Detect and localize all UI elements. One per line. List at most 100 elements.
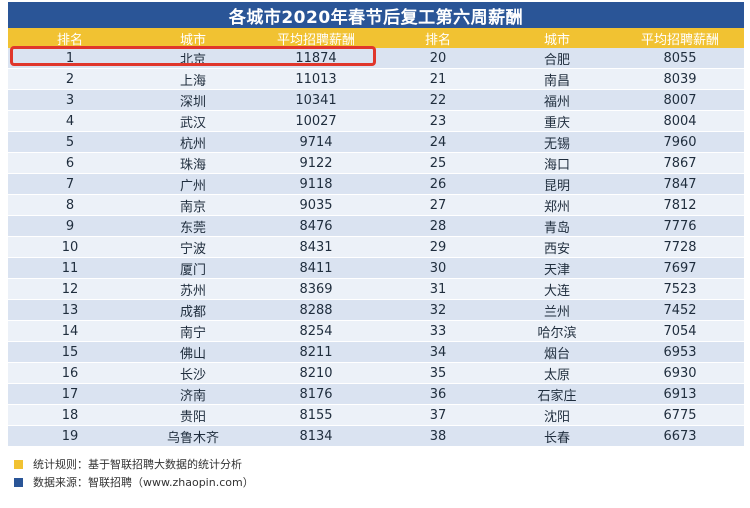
table-row: 8 南京 9035 27 郑州 7812 bbox=[8, 194, 744, 216]
cell-salary-2: 7812 bbox=[616, 194, 744, 216]
cell-rank: 10 bbox=[8, 236, 132, 258]
cell-salary: 11874 bbox=[254, 48, 378, 69]
cell-salary: 8176 bbox=[254, 383, 378, 405]
header-row: 排名 城市 平均招聘薪酬 排名 城市 平均招聘薪酬 bbox=[8, 28, 744, 48]
legend-swatch-blue bbox=[14, 477, 23, 487]
cell-rank: 19 bbox=[8, 425, 132, 447]
cell-rank: 1 bbox=[8, 48, 132, 69]
cell-city-2: 西安 bbox=[498, 236, 616, 258]
cell-rank-2: 27 bbox=[378, 194, 498, 216]
cell-city: 乌鲁木齐 bbox=[132, 425, 254, 447]
cell-rank: 2 bbox=[8, 68, 132, 90]
cell-rank: 15 bbox=[8, 341, 132, 363]
cell-rank-2: 20 bbox=[378, 48, 498, 69]
cell-salary: 8155 bbox=[254, 404, 378, 426]
cell-city-2: 长春 bbox=[498, 425, 616, 447]
cell-rank-2: 26 bbox=[378, 173, 498, 195]
table-row: 14 南宁 8254 33 哈尔滨 7054 bbox=[8, 320, 744, 342]
cell-city-2: 天津 bbox=[498, 257, 616, 279]
cell-salary-2: 6775 bbox=[616, 404, 744, 426]
table-row: 15 佛山 8211 34 烟台 6953 bbox=[8, 341, 744, 363]
cell-salary: 10027 bbox=[254, 110, 378, 132]
table-row: 6 珠海 9122 25 海口 7867 bbox=[8, 152, 744, 174]
table-row: 7 广州 9118 26 昆明 7847 bbox=[8, 173, 744, 195]
cell-salary-2: 7452 bbox=[616, 299, 744, 321]
table-row: 13 成都 8288 32 兰州 7452 bbox=[8, 299, 744, 321]
cell-salary: 8210 bbox=[254, 362, 378, 384]
cell-city: 成都 bbox=[132, 299, 254, 321]
cell-salary: 8369 bbox=[254, 278, 378, 300]
cell-city-2: 哈尔滨 bbox=[498, 320, 616, 342]
cell-city-2: 福州 bbox=[498, 89, 616, 111]
cell-rank-2: 23 bbox=[378, 110, 498, 132]
header-salary-2: 平均招聘薪酬 bbox=[616, 28, 744, 48]
cell-city-2: 沈阳 bbox=[498, 404, 616, 426]
table-row: 10 宁波 8431 29 西安 7728 bbox=[8, 236, 744, 258]
cell-city-2: 烟台 bbox=[498, 341, 616, 363]
cell-salary: 8288 bbox=[254, 299, 378, 321]
cell-city-2: 无锡 bbox=[498, 131, 616, 153]
cell-rank-2: 24 bbox=[378, 131, 498, 153]
cell-salary-2: 7728 bbox=[616, 236, 744, 258]
cell-city: 东莞 bbox=[132, 215, 254, 237]
cell-rank: 17 bbox=[8, 383, 132, 405]
table-row: 18 贵阳 8155 37 沈阳 6775 bbox=[8, 404, 744, 426]
cell-city-2: 石家庄 bbox=[498, 383, 616, 405]
cell-city-2: 重庆 bbox=[498, 110, 616, 132]
legend-text-rule: 统计规则：基于智联招聘大数据的统计分析 bbox=[33, 458, 242, 471]
cell-salary: 8431 bbox=[254, 236, 378, 258]
cell-salary-2: 8004 bbox=[616, 110, 744, 132]
cell-city: 北京 bbox=[132, 48, 254, 69]
cell-rank-2: 22 bbox=[378, 89, 498, 111]
table-row: 16 长沙 8210 35 太原 6930 bbox=[8, 362, 744, 384]
cell-rank: 13 bbox=[8, 299, 132, 321]
cell-salary: 8254 bbox=[254, 320, 378, 342]
header-salary: 平均招聘薪酬 bbox=[254, 28, 378, 48]
cell-city: 珠海 bbox=[132, 152, 254, 174]
cell-rank-2: 30 bbox=[378, 257, 498, 279]
cell-salary: 8211 bbox=[254, 341, 378, 363]
table-row: 12 苏州 8369 31 大连 7523 bbox=[8, 278, 744, 300]
cell-salary: 11013 bbox=[254, 68, 378, 90]
cell-city: 深圳 bbox=[132, 89, 254, 111]
table-row: 3 深圳 10341 22 福州 8007 bbox=[8, 89, 744, 111]
header-rank: 排名 bbox=[8, 28, 132, 48]
cell-rank: 6 bbox=[8, 152, 132, 174]
cell-rank-2: 36 bbox=[378, 383, 498, 405]
cell-city: 广州 bbox=[132, 173, 254, 195]
cell-rank-2: 32 bbox=[378, 299, 498, 321]
cell-salary: 9714 bbox=[254, 131, 378, 153]
cell-city: 宁波 bbox=[132, 236, 254, 258]
cell-city: 苏州 bbox=[132, 278, 254, 300]
cell-rank-2: 28 bbox=[378, 215, 498, 237]
legend-item-source: 数据来源：智联招聘（www.zhaopin.com） bbox=[14, 474, 254, 490]
cell-city: 长沙 bbox=[132, 362, 254, 384]
cell-salary: 9122 bbox=[254, 152, 378, 174]
legend-swatch-yellow bbox=[14, 459, 23, 469]
table-row: 11 厦门 8411 30 天津 7697 bbox=[8, 257, 744, 279]
cell-city-2: 青岛 bbox=[498, 215, 616, 237]
cell-salary-2: 8007 bbox=[616, 89, 744, 111]
salary-table: 排名 城市 平均招聘薪酬 排名 城市 平均招聘薪酬 1 北京 11874 20 合肥 80… bbox=[8, 28, 744, 447]
cell-rank: 8 bbox=[8, 194, 132, 216]
cell-rank: 3 bbox=[8, 89, 132, 111]
cell-rank: 5 bbox=[8, 131, 132, 153]
table-row: 17 济南 8176 36 石家庄 6913 bbox=[8, 383, 744, 405]
cell-city-2: 大连 bbox=[498, 278, 616, 300]
header-rank-2: 排名 bbox=[378, 28, 498, 48]
table-row: 1 北京 11874 20 合肥 8055 bbox=[8, 48, 744, 69]
legend-text-source: 数据来源：智联招聘（www.zhaopin.com） bbox=[33, 476, 254, 489]
cell-city-2: 郑州 bbox=[498, 194, 616, 216]
cell-city-2: 兰州 bbox=[498, 299, 616, 321]
cell-salary-2: 6930 bbox=[616, 362, 744, 384]
cell-salary-2: 7847 bbox=[616, 173, 744, 195]
cell-city: 济南 bbox=[132, 383, 254, 405]
cell-rank-2: 31 bbox=[378, 278, 498, 300]
cell-salary-2: 6673 bbox=[616, 425, 744, 447]
table-row: 2 上海 11013 21 南昌 8039 bbox=[8, 68, 744, 90]
cell-rank-2: 38 bbox=[378, 425, 498, 447]
table-row: 4 武汉 10027 23 重庆 8004 bbox=[8, 110, 744, 132]
cell-rank-2: 25 bbox=[378, 152, 498, 174]
table-row: 5 杭州 9714 24 无锡 7960 bbox=[8, 131, 744, 153]
cell-rank-2: 35 bbox=[378, 362, 498, 384]
